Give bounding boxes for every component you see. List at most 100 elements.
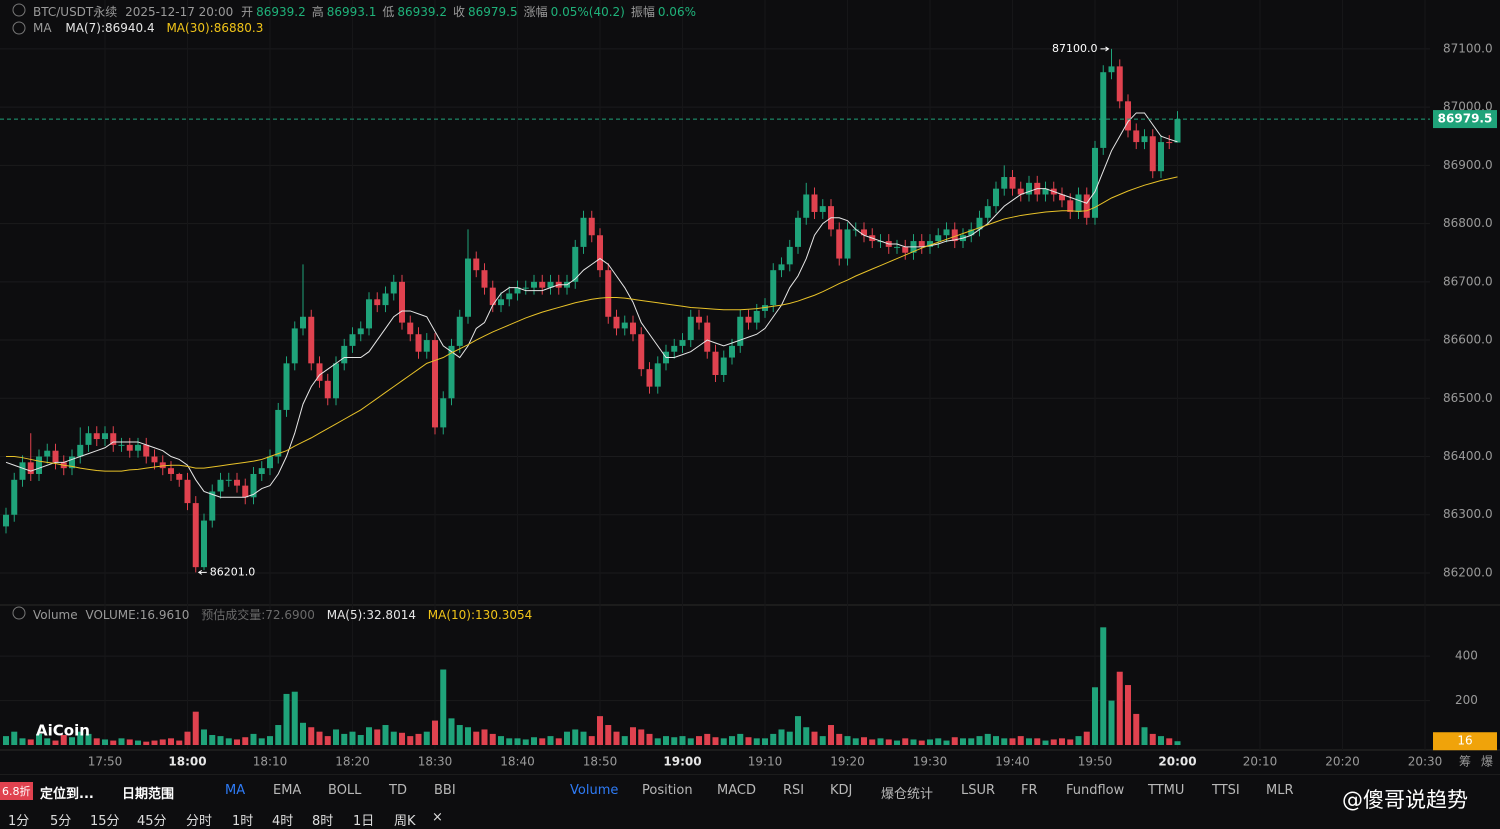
volume-bar — [712, 737, 719, 745]
volume-bar — [877, 738, 884, 745]
candle-body — [143, 444, 150, 457]
volume-bar — [217, 736, 224, 745]
indicator-tab[interactable]: Fundflow — [1066, 783, 1125, 798]
indicator-tab[interactable]: FR — [1021, 783, 1038, 798]
candle-body — [374, 299, 381, 306]
indicator-tab[interactable]: RSI — [783, 783, 805, 798]
candle-body — [679, 340, 686, 346]
indicator-tab[interactable]: MLR — [1266, 783, 1294, 798]
field-value: 86939.2 — [256, 5, 306, 19]
volume-bar — [984, 733, 991, 745]
interval-tab[interactable]: 1分 — [8, 814, 30, 829]
indicator-tab[interactable]: EMA — [273, 783, 302, 798]
interval-tab[interactable]: 5分 — [50, 814, 72, 829]
interval-tab[interactable]: × — [432, 810, 443, 825]
locate-button[interactable]: 定位到... — [40, 787, 94, 802]
candle-body — [440, 398, 447, 428]
candle-body — [737, 316, 744, 346]
volume-bar — [506, 738, 513, 745]
interval-tab[interactable]: 8时 — [312, 814, 334, 829]
volume-bar — [349, 731, 356, 745]
volume-bar — [811, 731, 818, 745]
volume-bar — [390, 731, 397, 745]
volume-bar — [737, 733, 744, 745]
collapse-icon[interactable] — [12, 21, 26, 35]
candle-body — [646, 369, 653, 387]
legend-value: 86880.3 — [213, 21, 264, 35]
volume-bar — [621, 736, 628, 745]
interval-tab[interactable]: 1日 — [353, 814, 375, 829]
interval-tab[interactable]: 1时 — [232, 814, 254, 829]
volume-bar — [861, 737, 867, 745]
volume-bar — [605, 725, 612, 745]
legend-value: 16.9610 — [139, 608, 190, 622]
y-tick-label: 86800.0 — [1443, 216, 1493, 230]
field-label: 涨幅 — [523, 5, 548, 19]
date-range-button[interactable]: 日期范围 — [122, 787, 175, 802]
side-label: 筹 — [1459, 755, 1471, 769]
indicator-tab[interactable]: BBI — [434, 783, 456, 798]
field-value: 0.06% — [657, 5, 696, 19]
interval-tab[interactable]: 周K — [394, 814, 416, 829]
interval-tab[interactable]: 15分 — [90, 814, 120, 829]
candle-body — [770, 270, 777, 306]
volume-bar — [374, 729, 381, 745]
candle-body — [333, 363, 339, 399]
interval-tab[interactable]: 4时 — [272, 814, 294, 829]
volume-bar — [234, 739, 240, 745]
collapse-icon[interactable] — [12, 606, 26, 620]
volume-bar — [1050, 739, 1057, 745]
volume-bar — [663, 736, 669, 745]
indicator-tab[interactable]: MA — [225, 783, 246, 798]
indicator-tab[interactable]: Position — [642, 783, 693, 798]
volume-bar — [432, 720, 438, 745]
candle-body — [687, 316, 694, 341]
ma-line — [5, 112, 1178, 498]
watermark: @傻哥说趋势 — [1342, 788, 1468, 812]
volume-bar — [646, 733, 653, 745]
volume-bar — [1009, 738, 1016, 745]
candle-body — [423, 340, 430, 352]
indicator-tab[interactable]: TTSI — [1212, 783, 1240, 798]
volume-bar — [588, 736, 595, 745]
collapse-icon[interactable] — [12, 3, 26, 17]
volume-bar — [366, 727, 372, 745]
indicator-tab[interactable]: TD — [389, 783, 407, 798]
volume-bar — [1092, 687, 1098, 745]
volume-bar — [745, 737, 752, 745]
volume-bar — [159, 739, 166, 745]
volume-bar — [489, 733, 496, 745]
volume-bar — [720, 738, 727, 745]
badge[interactable]: 6.8折 — [0, 782, 33, 800]
header-fields: 开 86939.2 高 86993.1 低 86939.2 收 86979.5 涨幅 0.05%(… — [241, 5, 702, 19]
volume-bar — [613, 731, 620, 745]
candle-body — [135, 444, 141, 451]
interval-tab[interactable]: 45分 — [137, 814, 167, 829]
arrow — [1100, 46, 1110, 52]
indicator-tab[interactable]: Volume — [570, 783, 619, 798]
legend-name: MA(5) — [327, 608, 367, 622]
indicator-tab[interactable]: MACD — [717, 783, 756, 798]
volume-bar — [77, 731, 84, 745]
indicator-tab[interactable]: LSUR — [961, 783, 996, 798]
indicator-tab[interactable]: 爆仓统计 — [881, 787, 934, 802]
volume-bar — [423, 731, 430, 745]
candle-body — [1149, 136, 1156, 172]
x-tick-label: 19:20 — [830, 755, 865, 769]
indicator-tab[interactable]: BOLL — [328, 783, 362, 798]
candle-body — [1009, 177, 1016, 189]
legend-name: MA(7) — [65, 21, 105, 35]
field-value: 86979.5 — [468, 5, 518, 19]
candle-body — [621, 322, 628, 329]
interval-tab[interactable]: 分时 — [186, 814, 213, 829]
candle-body — [704, 322, 711, 352]
volume-bar — [415, 733, 422, 745]
volume-bar — [1141, 727, 1148, 745]
volume-bar — [597, 716, 603, 745]
x-tick-label: 19:10 — [748, 755, 783, 769]
volume-bar — [382, 725, 389, 745]
candle-body — [456, 316, 463, 346]
indicator-tab[interactable]: KDJ — [830, 783, 853, 798]
volume-bar — [275, 725, 282, 745]
indicator-tab[interactable]: TTMU — [1148, 783, 1185, 798]
